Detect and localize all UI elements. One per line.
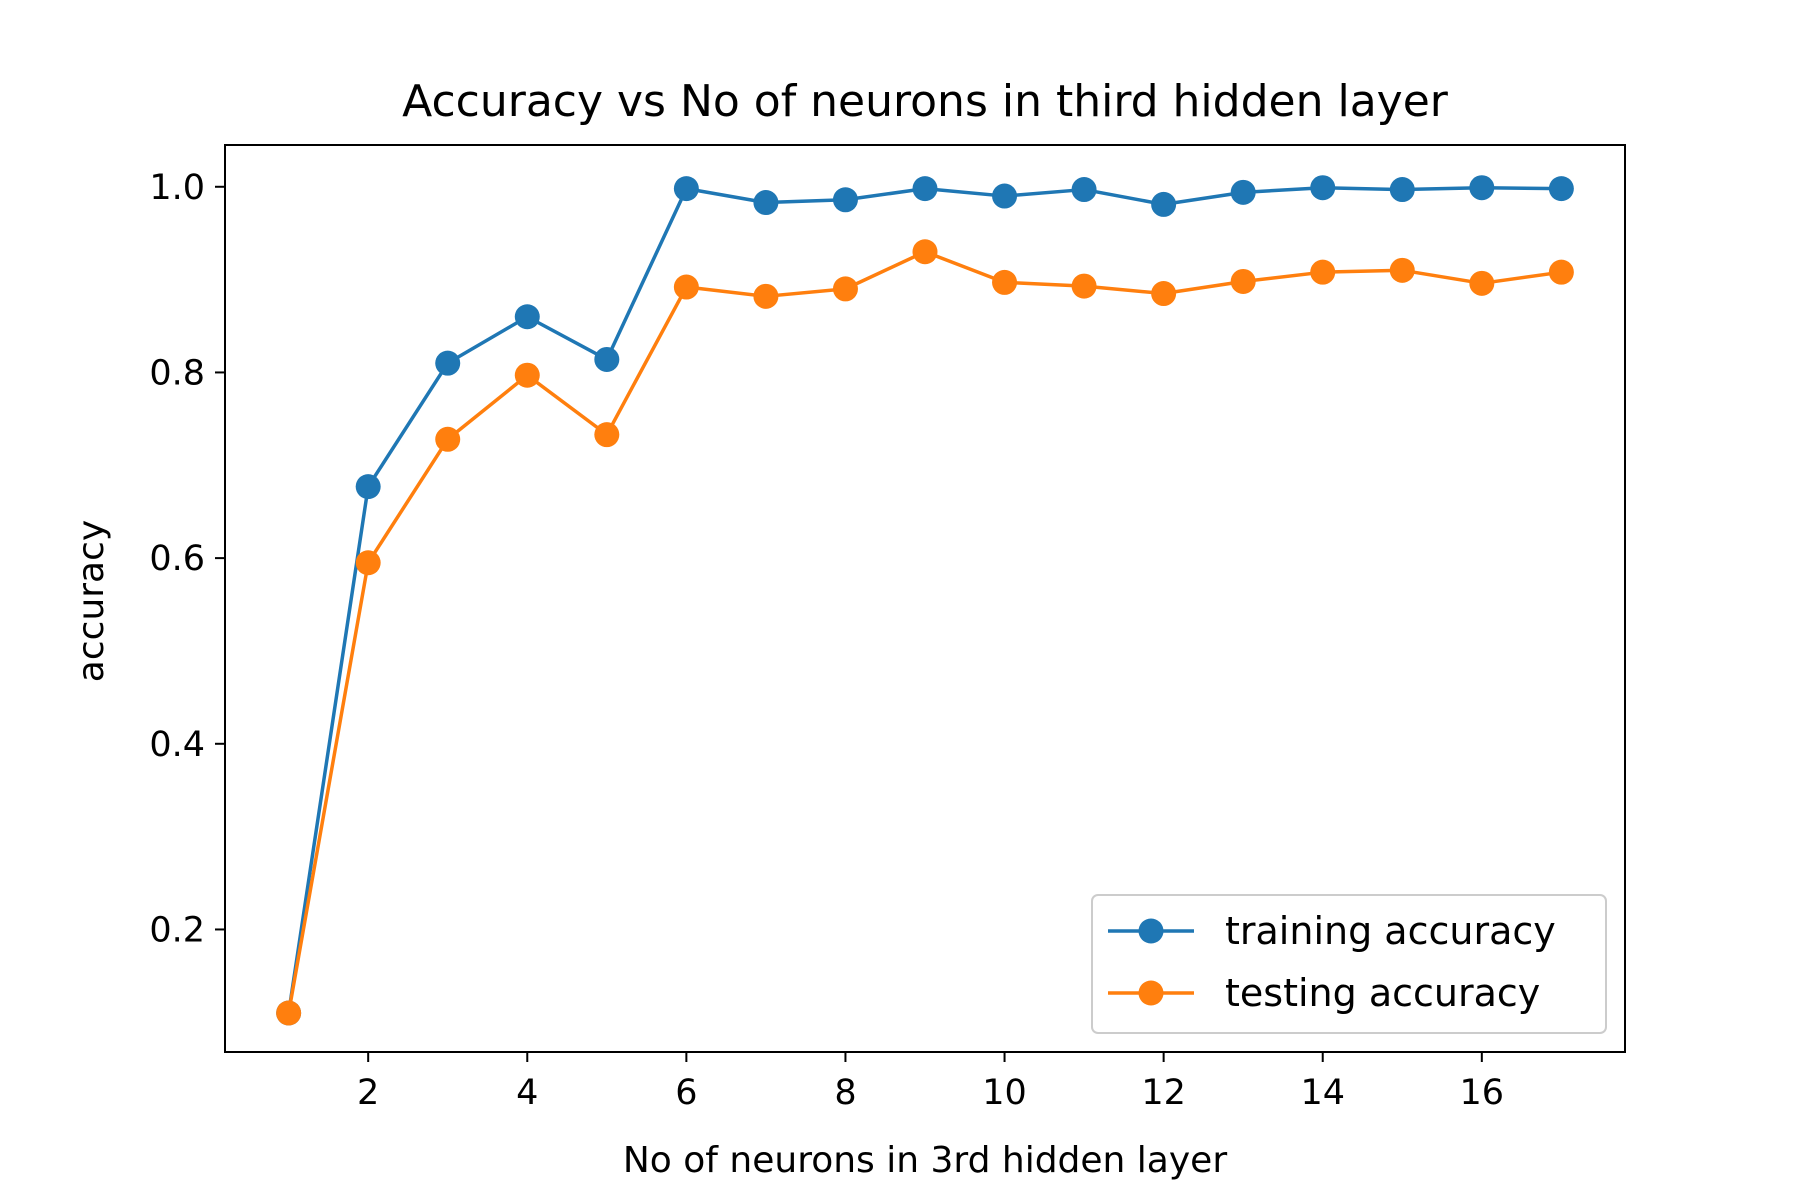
- data-point-1-16: [1548, 259, 1574, 285]
- chart-title: Accuracy vs No of neurons in third hidde…: [402, 76, 1449, 127]
- data-point-0-16: [1548, 176, 1574, 202]
- y-tick-label: 0.2: [149, 910, 205, 950]
- x-tick-label: 8: [834, 1073, 856, 1113]
- data-point-0-1: [355, 474, 381, 500]
- data-point-1-15: [1469, 270, 1495, 296]
- data-point-1-0: [276, 1000, 302, 1026]
- legend-marker: [1138, 980, 1164, 1006]
- x-axis-label: No of neurons in 3rd hidden layer: [623, 1140, 1227, 1181]
- data-point-0-14: [1389, 177, 1415, 203]
- x-tick-label: 12: [1141, 1073, 1186, 1113]
- data-point-0-3: [514, 304, 540, 330]
- data-point-0-4: [594, 346, 620, 372]
- x-tick-label: 14: [1300, 1073, 1345, 1113]
- legend-item-1: testing accuracy: [1108, 971, 1540, 1015]
- legend-marker: [1138, 918, 1164, 944]
- data-point-0-5: [673, 176, 699, 202]
- data-point-0-10: [1071, 177, 1097, 203]
- y-tick-label: 0.8: [149, 353, 205, 393]
- data-point-1-7: [832, 276, 858, 302]
- legend-box: [1091, 894, 1607, 1034]
- data-point-1-14: [1389, 257, 1415, 283]
- data-point-1-2: [435, 426, 461, 452]
- y-tick-label: 0.4: [149, 725, 205, 765]
- x-tick-label: 4: [516, 1073, 538, 1113]
- data-point-0-13: [1310, 175, 1336, 201]
- y-axis-label: accuracy: [71, 520, 112, 682]
- data-point-0-6: [753, 190, 779, 216]
- data-point-0-2: [435, 350, 461, 376]
- data-point-1-1: [355, 550, 381, 576]
- data-point-0-8: [912, 176, 938, 202]
- data-point-1-4: [594, 422, 620, 448]
- y-tick-label: 0.6: [149, 539, 205, 579]
- legend-label: testing accuracy: [1225, 971, 1540, 1015]
- x-tick-label: 16: [1460, 1073, 1505, 1113]
- x-tick-label: 2: [357, 1073, 379, 1113]
- data-point-1-11: [1151, 281, 1177, 307]
- data-point-1-5: [673, 274, 699, 300]
- data-point-1-12: [1230, 268, 1256, 294]
- plot-frame: [224, 144, 1626, 1053]
- legend-item-0: training accuracy: [1108, 909, 1556, 953]
- data-point-1-9: [992, 269, 1018, 295]
- y-tick-label: 1.0: [149, 168, 205, 208]
- data-point-0-15: [1469, 175, 1495, 201]
- data-point-1-3: [514, 362, 540, 388]
- data-point-1-6: [753, 283, 779, 309]
- legend-label: training accuracy: [1225, 909, 1556, 953]
- data-point-1-8: [912, 239, 938, 265]
- data-point-1-13: [1310, 259, 1336, 285]
- x-tick-label: 6: [675, 1073, 697, 1113]
- legend: training accuracy testing accuracy: [1091, 894, 1607, 1034]
- y-axis: 0.2 0.4 0.6 0.8 1.0: [149, 168, 225, 950]
- data-point-0-12: [1230, 179, 1256, 205]
- data-point-0-11: [1151, 191, 1177, 217]
- data-point-1-10: [1071, 273, 1097, 299]
- data-point-0-9: [992, 183, 1018, 209]
- x-tick-label: 10: [982, 1073, 1027, 1113]
- series-1: [276, 239, 1574, 1026]
- x-axis: 2 4 6 8 10 12 14 16: [357, 1052, 1504, 1113]
- data-point-0-7: [832, 187, 858, 213]
- series-layer: [276, 175, 1574, 1026]
